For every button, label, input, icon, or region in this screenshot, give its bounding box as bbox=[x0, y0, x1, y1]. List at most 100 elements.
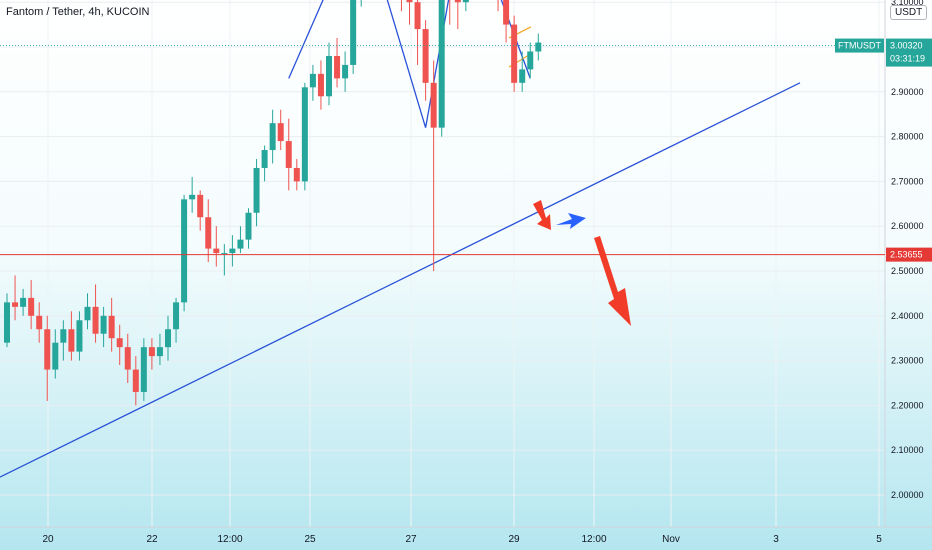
candle bbox=[28, 279, 35, 330]
symbol-label: FTMUSDT bbox=[838, 41, 881, 51]
candle bbox=[189, 176, 196, 213]
candle bbox=[148, 338, 155, 370]
x-tick-label: 12:00 bbox=[581, 534, 606, 545]
candle bbox=[519, 51, 526, 92]
candle-body bbox=[84, 306, 91, 321]
candle bbox=[116, 324, 123, 366]
candle-body bbox=[350, 0, 357, 65]
candle-body bbox=[20, 297, 27, 307]
arrow-right-blue-icon bbox=[556, 213, 586, 229]
y-tick-label: 2.10000 bbox=[891, 445, 924, 455]
candle bbox=[213, 226, 220, 267]
candle bbox=[12, 275, 19, 321]
y-tick-label: 2.80000 bbox=[891, 132, 924, 142]
candle-body bbox=[454, 0, 461, 3]
candle bbox=[132, 356, 139, 406]
candle-body bbox=[165, 329, 171, 348]
candle-body bbox=[285, 141, 292, 168]
candle-body bbox=[326, 55, 332, 97]
candle bbox=[4, 293, 10, 348]
x-tick-label: 29 bbox=[508, 534, 520, 545]
candle-body bbox=[503, 0, 510, 25]
candle-body bbox=[253, 167, 260, 213]
candle-body bbox=[535, 42, 542, 52]
candle-body bbox=[60, 329, 67, 343]
candle-body bbox=[44, 329, 51, 370]
candle-body bbox=[108, 315, 115, 339]
candle bbox=[269, 109, 276, 164]
candle-body bbox=[213, 248, 220, 254]
candle bbox=[285, 118, 292, 191]
candle bbox=[350, 0, 357, 74]
candle bbox=[454, 0, 461, 30]
x-tick-label: 22 bbox=[146, 534, 158, 545]
candle bbox=[406, 0, 413, 25]
x-tick-label: Nov bbox=[662, 534, 680, 545]
candle-body bbox=[511, 24, 518, 83]
x-tick-label: 5 bbox=[876, 534, 882, 545]
candles bbox=[4, 0, 542, 406]
y-tick-label: 2.20000 bbox=[891, 400, 924, 410]
y-tick-label: 2.50000 bbox=[891, 266, 924, 276]
chart-title: Fantom / Tether, 4h, KUCOIN bbox=[6, 6, 150, 18]
candle-body bbox=[293, 167, 300, 182]
candle bbox=[293, 159, 300, 191]
candle bbox=[205, 199, 212, 263]
annotations: FTMUSDT 3.00320 03:31:19 2.53655 bbox=[0, 38, 932, 326]
candle bbox=[535, 33, 542, 61]
candle bbox=[430, 60, 437, 271]
symbol-label-bg bbox=[835, 38, 884, 53]
candle bbox=[422, 20, 429, 101]
candle-body bbox=[116, 338, 123, 348]
x-tick-label: 20 bbox=[42, 534, 54, 545]
candle-body bbox=[277, 123, 284, 142]
candle bbox=[438, 0, 445, 137]
countdown-tag: 03:31:19 bbox=[890, 54, 925, 64]
candle bbox=[497, 0, 499, 12]
candle-body bbox=[100, 315, 107, 334]
currency-badge[interactable]: USDT bbox=[890, 5, 928, 20]
candle bbox=[36, 302, 43, 343]
candle bbox=[181, 194, 188, 312]
current-price-tag-bg bbox=[886, 38, 932, 67]
candle-body bbox=[229, 248, 236, 254]
candle-body bbox=[261, 150, 268, 168]
candle bbox=[52, 329, 59, 379]
candle bbox=[229, 235, 236, 267]
candle bbox=[108, 297, 115, 352]
candle-body bbox=[205, 217, 212, 249]
candle-body bbox=[245, 212, 252, 240]
candle bbox=[253, 159, 260, 227]
candle bbox=[173, 297, 180, 343]
candle-body bbox=[28, 297, 35, 316]
y-tick-label: 2.30000 bbox=[891, 356, 924, 366]
current-price-tag: 3.00320 bbox=[890, 41, 923, 51]
candle-body bbox=[156, 347, 163, 357]
candle-body bbox=[414, 2, 421, 30]
candle bbox=[334, 38, 341, 88]
candle-body bbox=[519, 69, 526, 83]
candle bbox=[342, 51, 349, 92]
y-tick-label: 2.00000 bbox=[891, 490, 924, 500]
y-tick-label: 2.70000 bbox=[891, 176, 924, 186]
candle bbox=[68, 311, 75, 361]
candle-body bbox=[68, 329, 75, 352]
candle-body bbox=[181, 199, 188, 303]
candle bbox=[261, 145, 268, 182]
candle bbox=[301, 82, 308, 191]
candle-body bbox=[309, 73, 316, 88]
support-price-tag-bg bbox=[886, 247, 932, 262]
x-tick-label: 12:00 bbox=[217, 534, 242, 545]
candle-body bbox=[406, 0, 413, 3]
candle bbox=[462, 0, 469, 12]
grid-lines bbox=[0, 0, 885, 527]
candle-body bbox=[76, 320, 83, 352]
candle bbox=[400, 0, 402, 12]
candle bbox=[100, 306, 107, 348]
candle-body bbox=[148, 347, 155, 357]
candle-body bbox=[438, 0, 445, 128]
x-tick-label: 3 bbox=[773, 534, 779, 545]
